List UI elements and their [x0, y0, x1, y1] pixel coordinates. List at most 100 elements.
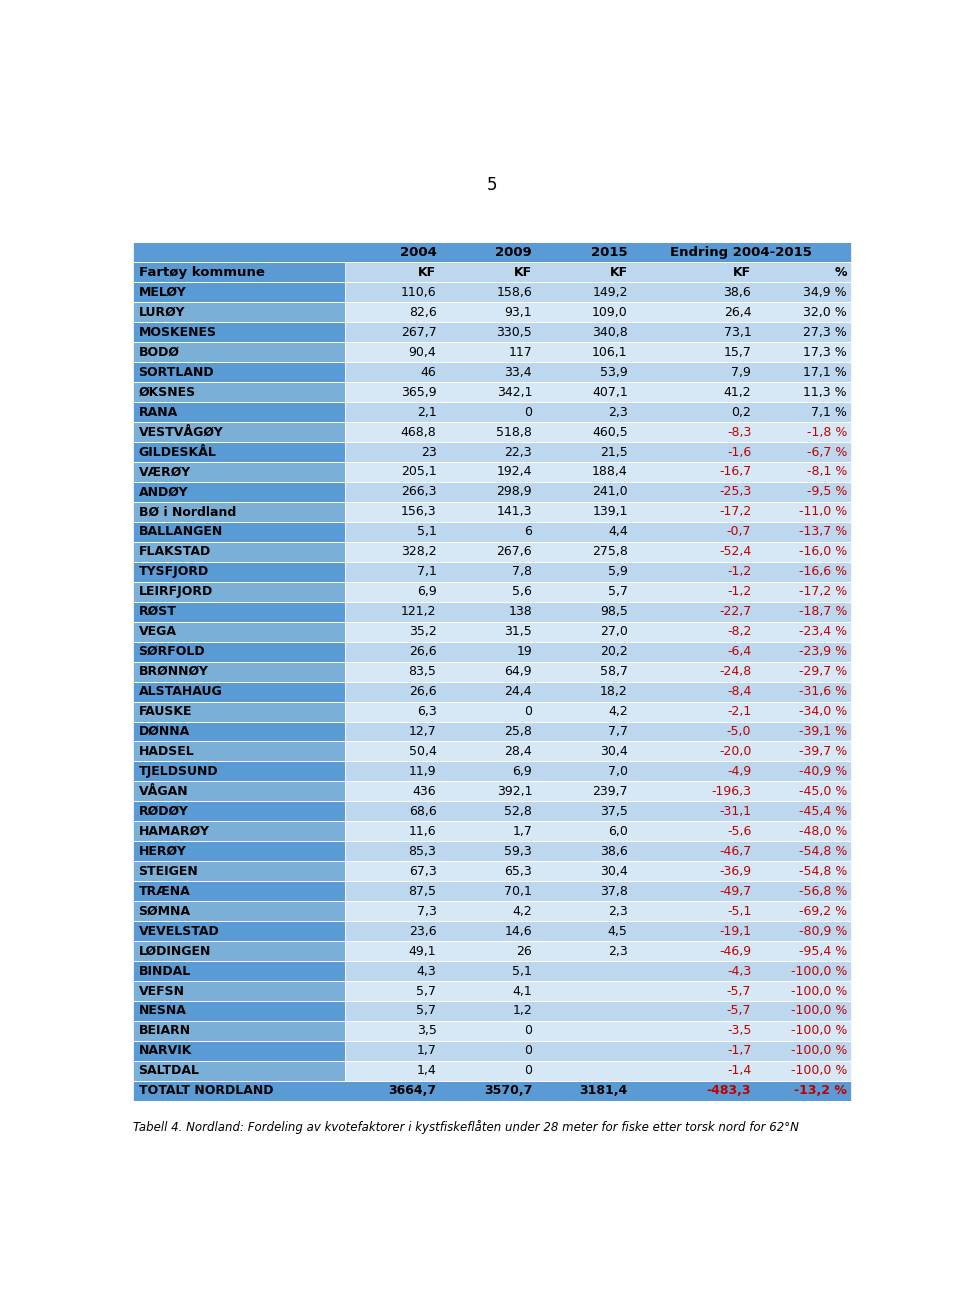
Text: MOSKENES: MOSKENES [138, 325, 217, 339]
Bar [345, 842, 851, 861]
Text: VEVELSTAD: VEVELSTAD [138, 924, 219, 937]
Bar [133, 1061, 345, 1081]
Text: 4,4: 4,4 [608, 525, 628, 538]
Text: BINDAL: BINDAL [138, 965, 191, 978]
Text: -6,7 %: -6,7 % [806, 446, 847, 459]
Bar [133, 1040, 345, 1061]
Text: 20,2: 20,2 [600, 646, 628, 659]
Text: 1,7: 1,7 [417, 1044, 437, 1057]
Text: -16,7: -16,7 [719, 465, 752, 478]
Text: 35,2: 35,2 [409, 625, 437, 638]
Text: VESTVÅGØY: VESTVÅGØY [138, 426, 224, 439]
Text: 392,1: 392,1 [496, 786, 532, 797]
Text: -3,5: -3,5 [727, 1025, 752, 1038]
Text: LURØY: LURØY [138, 306, 185, 319]
Text: -4,3: -4,3 [727, 965, 752, 978]
Text: 90,4: 90,4 [409, 345, 437, 358]
Text: KF: KF [514, 265, 532, 278]
Text: 17,1 %: 17,1 % [804, 366, 847, 379]
Bar [345, 323, 851, 342]
Text: 138: 138 [509, 605, 532, 618]
Text: BEIARN: BEIARN [138, 1025, 191, 1038]
Text: 110,6: 110,6 [401, 286, 437, 299]
Text: -56,8 %: -56,8 % [799, 885, 847, 898]
Text: 0: 0 [524, 704, 532, 718]
Bar [345, 482, 851, 502]
Text: LEIRFJORD: LEIRFJORD [138, 586, 213, 599]
Text: 205,1: 205,1 [400, 465, 437, 478]
Text: 241,0: 241,0 [592, 485, 628, 498]
Text: -36,9: -36,9 [719, 865, 752, 878]
Bar [345, 861, 851, 881]
Text: -5,0: -5,0 [727, 725, 752, 738]
Text: 7,1: 7,1 [417, 566, 437, 578]
Text: -20,0: -20,0 [719, 745, 752, 758]
Bar [345, 1021, 851, 1040]
Text: VEFSN: VEFSN [138, 984, 184, 997]
Text: -100,0 %: -100,0 % [790, 1064, 847, 1077]
Text: 298,9: 298,9 [496, 485, 532, 498]
Text: MELØY: MELØY [138, 286, 186, 299]
Text: -5,7: -5,7 [727, 1005, 752, 1017]
Text: LØDINGEN: LØDINGEN [138, 945, 211, 958]
Text: 52,8: 52,8 [504, 805, 532, 818]
Text: ØKSNES: ØKSNES [138, 386, 196, 399]
Bar [345, 422, 851, 442]
Text: -45,0 %: -45,0 % [799, 786, 847, 797]
Text: -5,7: -5,7 [727, 984, 752, 997]
Text: 4,2: 4,2 [608, 704, 628, 718]
Text: -80,9 %: -80,9 % [799, 924, 847, 937]
Text: 518,8: 518,8 [496, 426, 532, 439]
Text: 87,5: 87,5 [409, 885, 437, 898]
Bar [133, 263, 345, 282]
Text: 4,5: 4,5 [608, 924, 628, 937]
Text: VÆRØY: VÆRØY [138, 465, 191, 478]
Bar [133, 921, 345, 941]
Text: 32,0 %: 32,0 % [804, 306, 847, 319]
Text: ANDØY: ANDØY [138, 485, 188, 498]
Text: 5,6: 5,6 [513, 586, 532, 599]
Text: 407,1: 407,1 [592, 386, 628, 399]
Text: 53,9: 53,9 [600, 366, 628, 379]
Bar [133, 342, 345, 362]
Bar [345, 1040, 851, 1061]
Bar [345, 282, 851, 302]
Bar [133, 941, 345, 961]
Text: GILDESKÅL: GILDESKÅL [138, 446, 216, 459]
Text: 73,1: 73,1 [724, 325, 752, 339]
Text: -23,9 %: -23,9 % [799, 646, 847, 659]
Bar [133, 881, 345, 902]
Text: 25,8: 25,8 [504, 725, 532, 738]
Bar [133, 403, 345, 422]
Bar [133, 242, 851, 263]
Text: VEGA: VEGA [138, 625, 177, 638]
Bar [345, 782, 851, 801]
Text: 65,3: 65,3 [504, 865, 532, 878]
Text: 4,2: 4,2 [513, 904, 532, 918]
Text: 83,5: 83,5 [409, 665, 437, 678]
Text: 22,3: 22,3 [505, 446, 532, 459]
Bar [133, 562, 345, 582]
Text: 267,6: 267,6 [496, 545, 532, 558]
Text: SØMNA: SØMNA [138, 904, 191, 918]
Bar [345, 302, 851, 323]
Bar [133, 842, 345, 861]
Text: BRØNNØY: BRØNNØY [138, 665, 208, 678]
Text: 0: 0 [524, 405, 532, 418]
Text: 41,2: 41,2 [724, 386, 752, 399]
Bar [345, 681, 851, 702]
Text: 11,9: 11,9 [409, 765, 437, 778]
Bar [133, 442, 345, 461]
Text: 11,3 %: 11,3 % [804, 386, 847, 399]
Text: -100,0 %: -100,0 % [790, 984, 847, 997]
Text: 141,3: 141,3 [496, 506, 532, 519]
Bar [133, 482, 345, 502]
Text: -18,7 %: -18,7 % [799, 605, 847, 618]
Text: RØST: RØST [138, 605, 177, 618]
Text: 30,4: 30,4 [600, 745, 628, 758]
Text: 5,7: 5,7 [417, 1005, 437, 1017]
Bar [133, 902, 345, 921]
Text: 27,0: 27,0 [600, 625, 628, 638]
Text: 156,3: 156,3 [401, 506, 437, 519]
Text: 460,5: 460,5 [592, 426, 628, 439]
